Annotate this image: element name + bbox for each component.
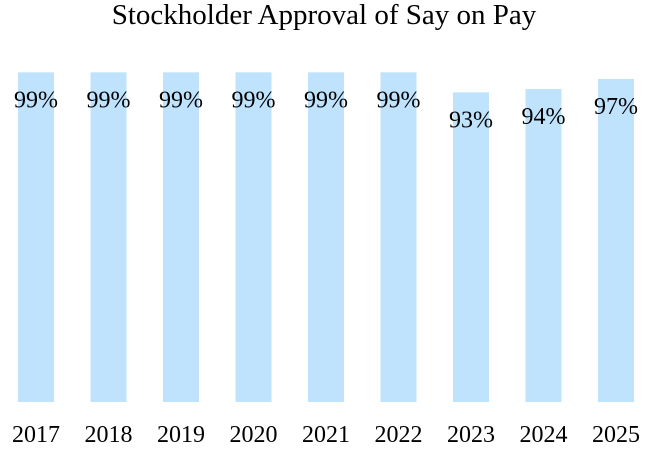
x-tick-label-2025: 2025: [592, 422, 640, 448]
x-tick-label-2021: 2021: [302, 422, 350, 448]
value-label-2020: 99%: [232, 87, 276, 113]
bars-group: [18, 72, 634, 403]
x-tick-label-2019: 2019: [157, 422, 205, 448]
value-label-2024: 94%: [522, 104, 566, 130]
x-axis-tick-labels: 2017 2018 2019 2020 2021 2022 2023 2024 2025: [12, 422, 640, 448]
x-tick-label-2022: 2022: [375, 422, 423, 448]
bar-2019: [163, 72, 199, 402]
value-label-2018: 99%: [87, 87, 131, 113]
x-tick-label-2020: 2020: [230, 422, 278, 448]
value-label-2022: 99%: [377, 87, 421, 113]
x-tick-label-2018: 2018: [85, 422, 133, 448]
bar-2020: [235, 72, 272, 402]
bar-2023: [453, 92, 489, 402]
value-label-2023: 93%: [449, 107, 493, 133]
bar-2018: [90, 72, 127, 402]
value-labels-group: 99% 99% 99% 99% 99% 99% 93% 94% 97%: [14, 87, 638, 133]
bar-2017: [18, 72, 54, 402]
bar-2024: [525, 88, 562, 402]
chart-title: Stockholder Approval of Say on Pay: [112, 0, 537, 31]
x-tick-label-2024: 2024: [520, 422, 568, 448]
bar-2021: [308, 72, 344, 402]
bar-2022: [380, 72, 417, 402]
x-tick-label-2023: 2023: [447, 422, 495, 448]
x-tick-label-2017: 2017: [12, 422, 60, 448]
bar-2025: [598, 78, 634, 403]
value-label-2019: 99%: [159, 87, 203, 113]
value-label-2017: 99%: [14, 87, 58, 113]
value-label-2025: 97%: [594, 94, 638, 120]
value-label-2021: 99%: [304, 87, 348, 113]
